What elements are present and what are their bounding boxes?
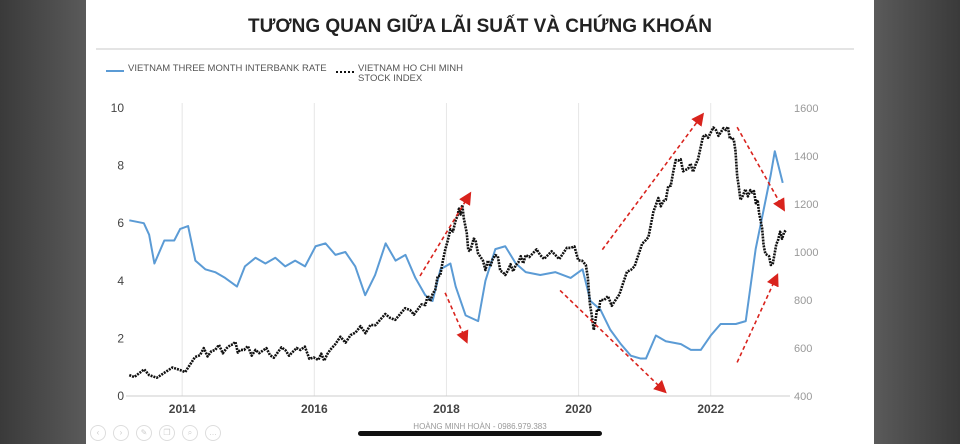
series-line-interbank-rate: [129, 150, 784, 360]
trend-arrow: [559, 289, 667, 394]
slide-title: TƯƠNG QUAN GIỮA LÃI SUẤT VÀ CHỨNG KHOÁN: [248, 16, 712, 37]
footer-credit: HOÀNG MINH HOÀN - 0986.979.383: [413, 422, 547, 431]
trend-arrow: [736, 273, 779, 363]
y-right-tick-label: 1400: [794, 151, 818, 163]
right-backdrop: [874, 0, 960, 444]
x-tick-label: 2018: [433, 402, 460, 416]
legend-label: VIETNAM HO CHI MINH STOCK INDEX: [358, 63, 464, 84]
x-tick-label: 2022: [697, 402, 724, 416]
more-icon[interactable]: …: [205, 425, 221, 441]
left-backdrop: [0, 0, 86, 444]
trend-arrow: [601, 112, 705, 251]
y-left-tick-label: 6: [117, 216, 124, 230]
y-left-tick-label: 0: [117, 389, 124, 403]
x-tick-label: 2014: [169, 402, 196, 416]
y-right-tick-label: 600: [794, 343, 812, 355]
y-right-tick-label: 800: [794, 295, 812, 307]
legend-item-interbank: VIETNAM THREE MONTH INTERBANK RATE: [106, 64, 328, 74]
trend-arrow: [736, 126, 785, 212]
trend-arrow: [444, 292, 469, 344]
y-left-tick-label: 10: [111, 101, 125, 115]
x-tick-label: 2020: [565, 402, 592, 416]
legend-label: VIETNAM THREE MONTH INTERBANK RATE: [128, 63, 327, 74]
chevron-left-icon[interactable]: ‹: [90, 425, 106, 441]
y-right-tick-label: 400: [794, 391, 812, 403]
home-indicator[interactable]: [358, 431, 602, 436]
copy-icon[interactable]: ❐: [159, 425, 175, 441]
series-line-stock-index: [128, 125, 788, 380]
y-left-tick-label: 2: [117, 331, 124, 345]
y-right-tick-label: 1200: [794, 199, 818, 211]
x-tick-label: 2016: [301, 402, 328, 416]
y-right-tick-label: 1000: [794, 247, 818, 259]
trend-arrow: [419, 191, 472, 277]
chevron-right-icon[interactable]: ›: [113, 425, 129, 441]
legend-item-stock: VIETNAM HO CHI MINH STOCK INDEX: [336, 64, 498, 84]
pen-icon[interactable]: ✎: [136, 425, 152, 441]
zoom-icon[interactable]: ⌕: [182, 425, 198, 441]
legend-swatch-solid: [106, 70, 124, 72]
legend-swatch-dotted: [336, 71, 354, 73]
title-divider: [96, 48, 854, 50]
y-right-tick-label: 1600: [794, 103, 818, 115]
y-left-tick-label: 8: [117, 159, 124, 173]
slide: TƯƠNG QUAN GIỮA LÃI SUẤT VÀ CHỨNG KHOÁN …: [86, 0, 874, 444]
y-left-tick-label: 4: [117, 274, 124, 288]
